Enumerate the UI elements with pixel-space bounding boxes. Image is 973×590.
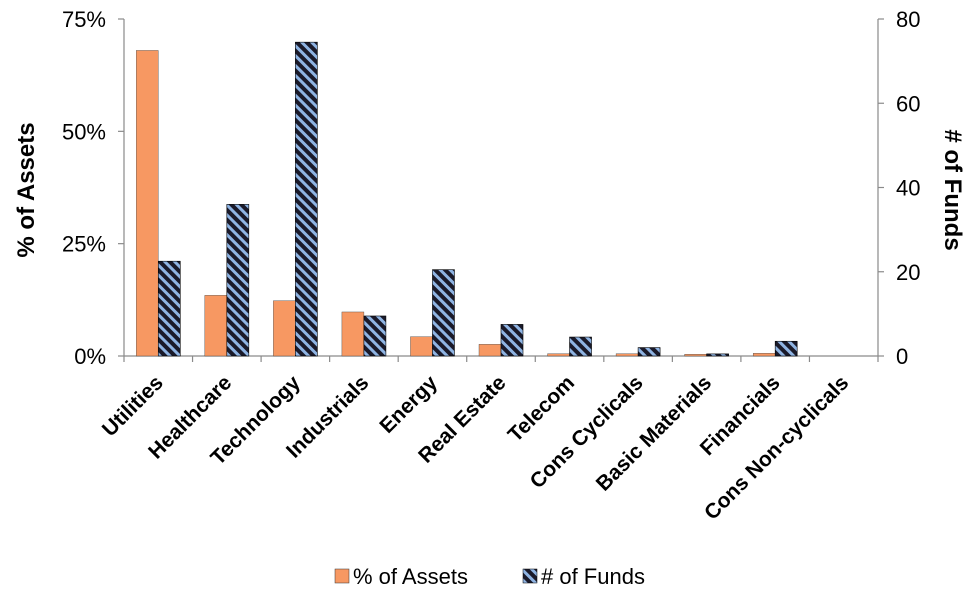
bar-funds	[500, 324, 524, 357]
bar-assets	[684, 354, 707, 357]
y2-tick-label: 0	[896, 344, 908, 369]
bar-funds	[432, 269, 455, 357]
y-tick-label: 0%	[74, 344, 106, 369]
bar-assets	[341, 311, 365, 357]
legend-label-funds: # of Funds	[541, 564, 645, 589]
bar-assets	[547, 353, 570, 357]
bar-assets	[204, 295, 228, 357]
y-tick-label: 50%	[62, 119, 106, 144]
bar-funds	[637, 347, 661, 357]
bar-funds	[774, 340, 798, 357]
legend-swatch-assets	[334, 568, 350, 584]
bar-funds	[157, 260, 181, 357]
y-tick-label: 25%	[62, 232, 106, 257]
bar-funds	[363, 315, 387, 357]
y2-tick-label: 60	[896, 91, 920, 116]
bar-assets	[478, 344, 502, 357]
bar-assets	[136, 50, 159, 357]
bar-assets	[615, 353, 639, 357]
legend-label-assets: % of Assets	[353, 564, 468, 589]
bar-assets	[273, 300, 296, 357]
bar-funds	[295, 41, 318, 357]
labels: 0%25%50%75%020406080UtilitiesHealthcareT…	[62, 7, 921, 525]
y2-tick-label: 40	[896, 176, 920, 201]
legend: % of Assets # of Funds	[334, 564, 645, 589]
y-tick-label: 75%	[62, 7, 106, 32]
x-tick-label: Basic Materials	[592, 371, 716, 495]
bars	[136, 41, 798, 357]
bar-funds	[226, 204, 250, 357]
y-axis-title: % of Assets	[13, 122, 40, 257]
y2-axis-title: # of Funds	[939, 129, 966, 250]
x-tick-label: Utilities	[98, 371, 168, 441]
legend-swatch-funds	[522, 568, 538, 584]
bar-funds	[569, 336, 592, 357]
bar-assets	[410, 336, 433, 357]
bar-funds	[706, 353, 729, 357]
x-tick-label: Energy	[375, 371, 442, 438]
bar-assets	[752, 353, 776, 357]
y2-tick-label: 80	[896, 7, 920, 32]
y2-tick-label: 20	[896, 260, 920, 285]
